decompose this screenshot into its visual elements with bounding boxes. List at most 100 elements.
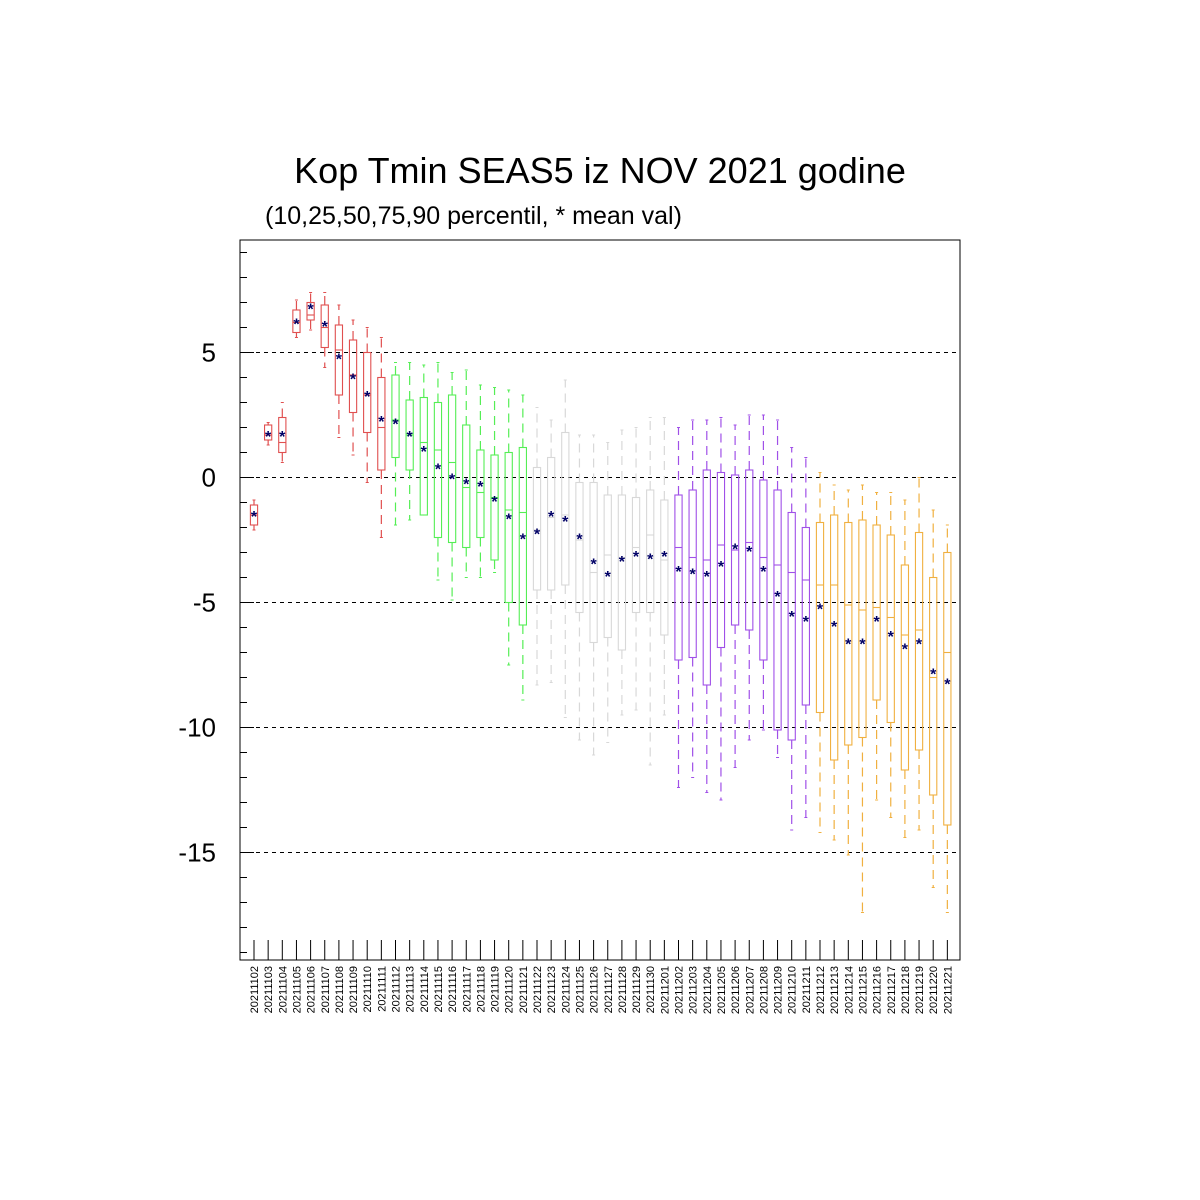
chart-title: Kop Tmin SEAS5 iz NOV 2021 godine bbox=[294, 150, 906, 191]
box bbox=[787, 511, 796, 741]
mean-marker: * bbox=[916, 637, 923, 654]
box bbox=[660, 499, 669, 636]
x-tick-label: 20211124 bbox=[560, 966, 572, 1013]
mean-marker: * bbox=[647, 552, 654, 569]
mean-marker: * bbox=[590, 557, 597, 574]
box bbox=[844, 521, 853, 746]
box bbox=[433, 401, 443, 539]
box bbox=[377, 376, 386, 471]
x-tick-label: 20211211 bbox=[801, 966, 813, 1013]
box bbox=[546, 456, 556, 591]
mean-marker: * bbox=[888, 629, 895, 646]
mean-marker: * bbox=[633, 549, 640, 566]
mean-marker: * bbox=[746, 544, 753, 561]
x-tick-label: 20211125 bbox=[574, 966, 586, 1013]
mean-marker: * bbox=[407, 429, 414, 446]
mean-marker: * bbox=[944, 677, 951, 694]
box bbox=[363, 351, 372, 434]
box bbox=[773, 489, 782, 731]
mean-marker: * bbox=[506, 512, 513, 529]
x-tick-label: 20211218 bbox=[900, 966, 912, 1014]
x-tick-label: 20211204 bbox=[702, 966, 714, 1014]
mean-marker: * bbox=[293, 317, 300, 334]
mean-marker: * bbox=[378, 414, 385, 431]
mean-marker: * bbox=[449, 472, 456, 489]
x-tick-label: 20211210 bbox=[787, 966, 799, 1014]
x-tick-label: 20211128 bbox=[617, 966, 629, 1013]
box bbox=[334, 324, 344, 396]
mean-marker: * bbox=[605, 569, 612, 586]
mean-marker: * bbox=[350, 372, 357, 389]
box bbox=[716, 471, 726, 649]
mean-marker: * bbox=[322, 319, 329, 336]
box bbox=[759, 479, 768, 661]
box bbox=[886, 534, 895, 724]
x-tick-label: 20211103 bbox=[263, 966, 275, 1013]
box bbox=[603, 494, 612, 639]
x-tick-label: 20211115 bbox=[433, 966, 445, 1013]
x-tick-label: 20211221 bbox=[942, 966, 954, 1014]
x-tick-label: 20211107 bbox=[320, 966, 332, 1013]
x-tick-label: 20211119 bbox=[490, 966, 502, 1013]
x-tick-label: 20211108 bbox=[334, 966, 346, 1013]
box bbox=[476, 449, 485, 539]
box bbox=[929, 576, 938, 796]
x-tick-label: 20211105 bbox=[291, 966, 303, 1013]
x-tick-label: 20211205 bbox=[716, 966, 728, 1014]
x-tick-label: 20211104 bbox=[277, 966, 289, 1013]
mean-marker: * bbox=[789, 609, 796, 626]
x-tick-label: 20211126 bbox=[589, 966, 601, 1013]
mean-marker: * bbox=[364, 389, 371, 406]
box bbox=[447, 394, 457, 544]
x-tick-label: 20211215 bbox=[857, 966, 869, 1014]
mean-marker: * bbox=[435, 462, 442, 479]
box bbox=[589, 481, 598, 644]
box bbox=[348, 339, 358, 414]
box bbox=[518, 446, 527, 626]
box bbox=[815, 521, 825, 714]
mean-marker: * bbox=[845, 637, 852, 654]
box bbox=[617, 494, 627, 651]
mean-marker: * bbox=[491, 494, 498, 511]
x-tick-label: 20211130 bbox=[645, 966, 657, 1013]
x-tick-label: 20211129 bbox=[631, 966, 643, 1013]
mean-marker: * bbox=[859, 637, 866, 654]
mean-marker: * bbox=[873, 614, 880, 631]
mean-marker: * bbox=[548, 509, 555, 526]
box bbox=[504, 451, 513, 604]
box bbox=[702, 469, 711, 686]
box bbox=[320, 304, 329, 349]
x-tick-label: 20211209 bbox=[773, 966, 785, 1014]
mean-marker: * bbox=[336, 352, 343, 369]
x-tick-label: 20211123 bbox=[546, 966, 558, 1013]
mean-marker: * bbox=[307, 302, 314, 319]
y-tick-label: 0 bbox=[202, 463, 216, 493]
mean-marker: * bbox=[421, 444, 428, 461]
x-tick-label: 20211102 bbox=[249, 966, 261, 1013]
box bbox=[674, 494, 683, 661]
x-tick-label: 20211118 bbox=[475, 966, 487, 1013]
box bbox=[631, 496, 641, 614]
box bbox=[278, 416, 287, 454]
mean-marker: * bbox=[279, 429, 286, 446]
box bbox=[561, 431, 570, 586]
x-tick-label: 20211213 bbox=[829, 966, 841, 1014]
x-tick-label: 20211203 bbox=[688, 966, 700, 1014]
x-tick-label: 20211120 bbox=[504, 966, 516, 1013]
x-tick-label: 20211217 bbox=[886, 966, 898, 1014]
box bbox=[532, 466, 542, 591]
box bbox=[391, 374, 400, 459]
x-tick-label: 20211220 bbox=[928, 966, 940, 1014]
x-tick-label: 20211117 bbox=[461, 966, 473, 1013]
box bbox=[462, 424, 471, 549]
x-tick-label: 20211121 bbox=[518, 966, 530, 1013]
box bbox=[646, 489, 655, 614]
x-tick-label: 20211111 bbox=[376, 966, 388, 1012]
mean-marker: * bbox=[265, 429, 272, 446]
mean-marker: * bbox=[675, 564, 682, 581]
x-tick-label: 20211110 bbox=[362, 966, 374, 1013]
y-tick-label: -5 bbox=[193, 588, 216, 618]
y-tick-label: 5 bbox=[202, 338, 216, 368]
x-tick-label: 20211219 bbox=[914, 966, 926, 1014]
